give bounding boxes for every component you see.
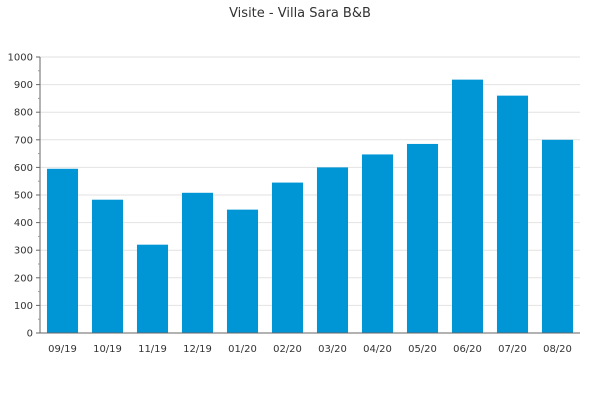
x-tick-label: 05/20 [408, 344, 437, 355]
bar [271, 182, 304, 333]
y-tick-label: 800 [14, 108, 33, 119]
bars [46, 79, 574, 334]
bar [46, 168, 79, 333]
y-tick-label: 600 [14, 163, 33, 174]
bar [451, 79, 484, 334]
y-tick-label: 0 [27, 329, 33, 340]
x-tick-label: 02/20 [273, 344, 302, 355]
bar [316, 167, 349, 333]
bar [541, 139, 574, 333]
y-tick-label: 300 [14, 246, 33, 257]
y-tick-label: 200 [14, 273, 33, 284]
y-tick-label: 100 [14, 301, 33, 312]
y-tick-label: 500 [14, 191, 33, 202]
chart-title: Visite - Villa Sara B&B [229, 6, 371, 21]
x-axis-ticks: 09/19 10/19 11/19 12/19 01/20 02/20 03/20 04/20… [48, 344, 572, 355]
bar [406, 143, 439, 333]
x-tick-label: 03/20 [318, 344, 347, 355]
x-tick-label: 06/20 [453, 344, 482, 355]
x-tick-label: 08/20 [543, 344, 572, 355]
x-tick-label: 07/20 [498, 344, 527, 355]
y-tick-label: 1000 [8, 53, 33, 64]
x-tick-label: 01/20 [228, 344, 257, 355]
bar [361, 154, 394, 333]
bar [91, 199, 124, 333]
y-axis-ticks: 0 100 200 300 400 500 600 700 800 900 1000 [8, 53, 40, 340]
y-tick-label: 400 [14, 218, 33, 229]
y-tick-label: 900 [14, 80, 33, 91]
x-tick-label: 10/19 [93, 344, 122, 355]
grid-lines [40, 56, 580, 306]
x-tick-label: 12/19 [183, 344, 212, 355]
bar [181, 192, 214, 333]
y-tick-label: 700 [14, 135, 33, 146]
bar [136, 244, 169, 333]
x-tick-label: 04/20 [363, 344, 392, 355]
x-tick-label: 11/19 [138, 344, 167, 355]
x-tick-label: 09/19 [48, 344, 77, 355]
bar [226, 209, 259, 333]
bar [496, 95, 529, 333]
